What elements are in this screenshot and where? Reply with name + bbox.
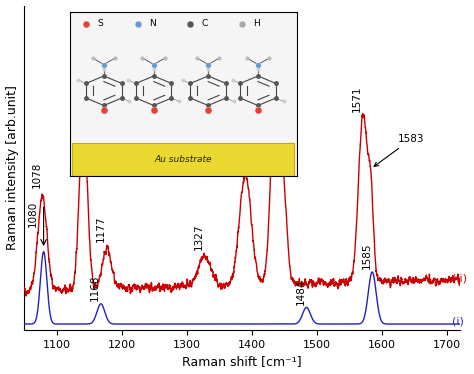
Text: 1484: 1484 — [296, 278, 306, 305]
Text: 1571: 1571 — [352, 86, 362, 112]
Text: 1078: 1078 — [31, 162, 41, 188]
Text: 1583: 1583 — [374, 134, 425, 166]
Text: 1390: 1390 — [235, 140, 245, 166]
Text: 1327: 1327 — [193, 223, 203, 249]
Text: 1080: 1080 — [27, 201, 37, 227]
Text: (i): (i) — [452, 316, 464, 327]
Text: 1141: 1141 — [73, 81, 82, 107]
Text: 1168: 1168 — [90, 275, 100, 301]
Text: 1585: 1585 — [361, 243, 371, 269]
Text: 1437: 1437 — [265, 25, 275, 51]
X-axis label: Raman shift [cm⁻¹]: Raman shift [cm⁻¹] — [182, 355, 302, 368]
Text: (ii): (ii) — [452, 274, 467, 284]
Y-axis label: Raman intensity [arb.unit]: Raman intensity [arb.unit] — [6, 85, 18, 250]
Text: 1177: 1177 — [96, 216, 106, 242]
